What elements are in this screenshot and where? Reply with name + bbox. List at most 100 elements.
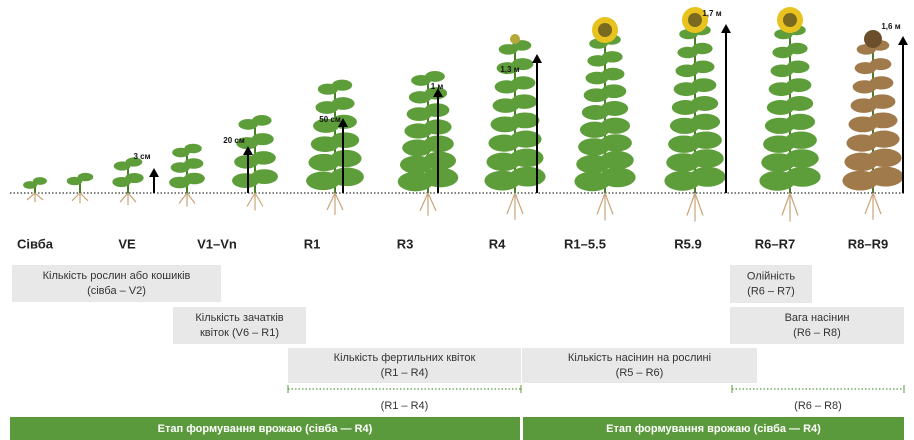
roots <box>419 192 437 216</box>
box-text: (R6 – R7) <box>747 285 795 297</box>
stage-label: R5.9 <box>674 236 701 251</box>
leaf <box>23 181 38 189</box>
info-box <box>730 307 904 344</box>
box-text: Кількість фертильних квіток <box>334 352 476 364</box>
plant <box>759 7 821 222</box>
leaf <box>868 112 898 129</box>
info-box <box>730 265 812 303</box>
leaf <box>599 150 634 170</box>
stage-label: R4 <box>489 236 506 251</box>
leaf <box>786 78 812 93</box>
banner-text: Етап формування врожаю (сівба — R4) <box>158 423 373 435</box>
leaf <box>869 94 896 109</box>
arrow-head <box>433 88 443 97</box>
roots <box>26 192 44 203</box>
plant <box>232 115 278 211</box>
leaf <box>184 143 202 154</box>
leaf <box>425 70 445 82</box>
height-label: 1,6 м <box>881 22 900 31</box>
leaf <box>599 167 636 188</box>
leaf <box>424 103 450 118</box>
leaf <box>690 131 722 149</box>
leaf <box>423 151 457 170</box>
leaf <box>785 113 816 130</box>
stage-label: VE <box>118 236 136 251</box>
height-label: 1,3 м <box>500 65 519 74</box>
arrow-head <box>338 118 348 127</box>
box-text: (сівба – V2) <box>87 285 146 297</box>
plant <box>664 7 726 222</box>
arrow-head <box>721 24 731 33</box>
leaf <box>600 117 631 134</box>
box-text: (R5 – R6) <box>616 367 664 379</box>
plant <box>574 17 636 221</box>
leaf <box>77 172 94 182</box>
height-label: 50 см <box>319 115 341 124</box>
stage-banner <box>523 417 904 440</box>
leaf <box>509 148 544 168</box>
plant <box>842 30 904 220</box>
leaf <box>869 58 892 71</box>
roots <box>326 192 344 215</box>
bud <box>510 34 520 44</box>
leaf <box>330 132 360 149</box>
leaf <box>183 172 205 185</box>
box-text: Кількість насінин на рослині <box>568 352 711 364</box>
flower-center <box>598 23 612 37</box>
box-text: Кількість рослин або кошиків <box>43 270 191 282</box>
plants <box>23 7 904 222</box>
roots <box>686 192 704 222</box>
plant <box>397 70 459 216</box>
roots <box>178 192 196 207</box>
box-text: Кількість зачатків <box>195 312 283 324</box>
arrow-head <box>898 36 908 45</box>
stage-label: R8–R9 <box>848 236 888 251</box>
roots <box>246 192 264 211</box>
stage-label: R1 <box>304 236 321 251</box>
leaf <box>331 97 355 110</box>
range-label: (R1 – R4) <box>381 400 429 412</box>
roots <box>596 192 614 221</box>
flower-center <box>783 13 797 27</box>
leaf <box>784 149 819 168</box>
leaf <box>600 134 632 152</box>
stage-label: V1–Vn <box>197 236 237 251</box>
box-text: Вага насінин <box>785 312 850 324</box>
leaf <box>125 172 144 184</box>
leaf <box>601 84 627 99</box>
box-text: Олійність <box>747 270 795 282</box>
leaf <box>250 169 278 185</box>
leaf <box>690 113 721 130</box>
roots <box>506 192 524 220</box>
leaf <box>331 79 353 91</box>
box-text: (R1 – R4) <box>381 367 429 379</box>
leaf <box>867 166 904 187</box>
leaf <box>869 76 894 90</box>
arrow-head <box>149 168 159 177</box>
leaf <box>251 133 274 146</box>
box-text: квіток (V6 – R1) <box>200 327 279 339</box>
leaf <box>785 96 814 111</box>
info-box <box>522 348 757 383</box>
leaf <box>184 158 204 169</box>
leaf <box>509 166 546 187</box>
leaf <box>784 166 821 187</box>
info-box <box>288 348 521 383</box>
info-box <box>173 307 306 344</box>
arrow-head <box>243 146 253 155</box>
leaf <box>510 112 540 129</box>
leaf <box>867 148 902 168</box>
roots <box>119 192 137 205</box>
leaf <box>511 58 534 71</box>
stage-label: Сівба <box>17 236 54 251</box>
banner-text: Етап формування врожаю (сівба — R4) <box>606 423 821 435</box>
leaf <box>601 67 625 81</box>
leaf <box>691 60 715 74</box>
leaf <box>868 130 900 148</box>
leaf <box>125 157 143 167</box>
leaf <box>511 76 536 90</box>
stage-banner <box>10 417 520 440</box>
box-text: (R6 – R8) <box>793 327 841 339</box>
leaf <box>601 51 623 63</box>
roots <box>864 192 882 220</box>
